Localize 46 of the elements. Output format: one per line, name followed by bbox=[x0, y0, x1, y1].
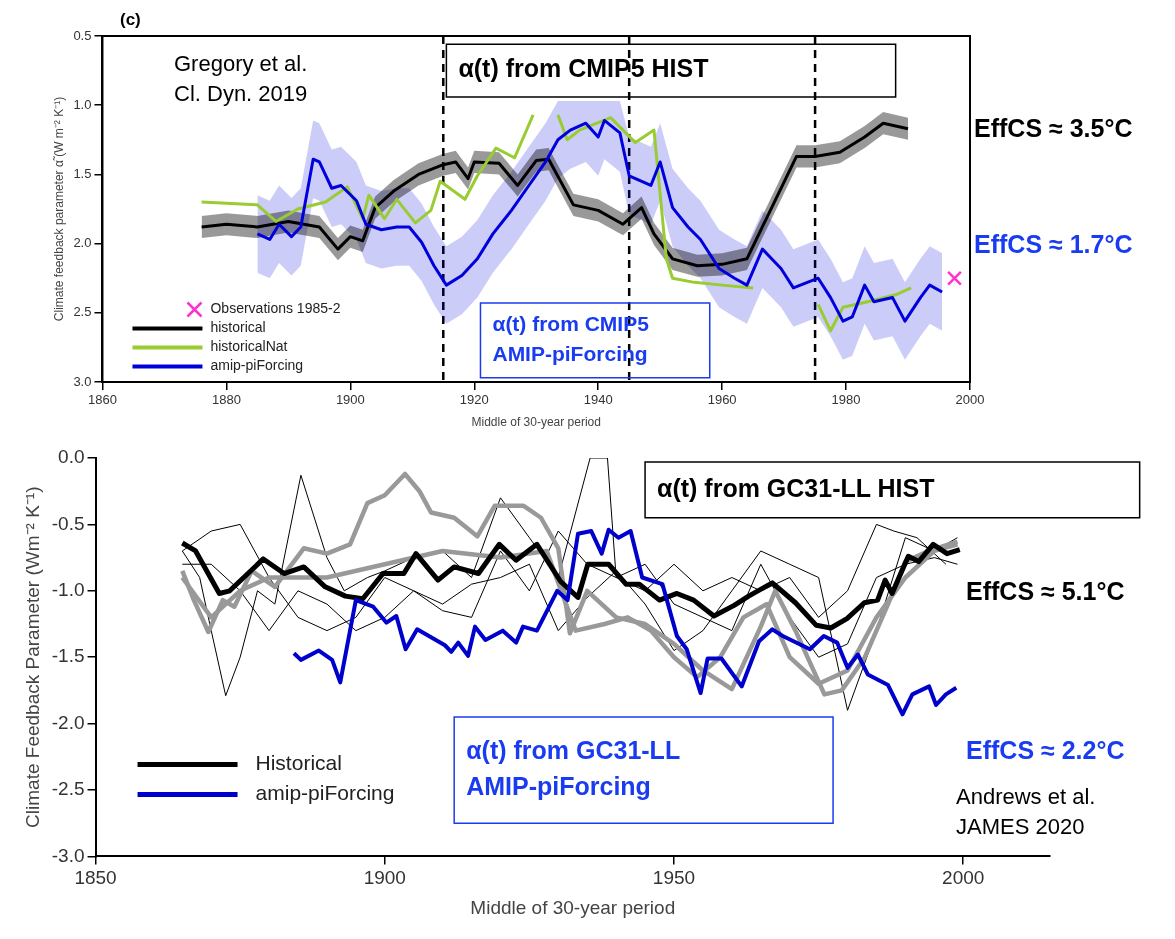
annotation: α(t) from GC31-LL AMIP-piForcing bbox=[466, 735, 681, 800]
x-tick-label: 1880 bbox=[211, 392, 241, 408]
x-axis-title: Middle of 30-year period bbox=[471, 415, 601, 430]
y-tick-label: -1.5 bbox=[51, 645, 85, 667]
y-tick-label: 1.5 bbox=[73, 165, 92, 181]
y-tick-label: -2.0 bbox=[51, 711, 85, 733]
legend-label: Historical bbox=[255, 751, 342, 775]
y-tick-label: 2.0 bbox=[73, 235, 92, 251]
x-tick-label: 1900 bbox=[335, 392, 365, 408]
y-tick-label: -3.0 bbox=[51, 844, 85, 866]
y-tick-label: 0.5 bbox=[73, 27, 92, 43]
legend-label: Observations 1985-2 bbox=[210, 300, 341, 317]
x-tick-label: 2000 bbox=[955, 392, 985, 408]
x-tick-label: 1950 bbox=[652, 867, 696, 889]
y-axis-title: Climate Feedback Parameter (Wm⁻² K⁻¹) bbox=[21, 486, 43, 828]
annotation: Andrews et al. JAMES 2020 bbox=[956, 784, 1096, 840]
y-tick-label: -1.0 bbox=[51, 579, 85, 601]
legend-label: amip-piForcing bbox=[255, 781, 395, 805]
y-axis-title: Climate feedback parameter α̃ (W m⁻² K⁻¹) bbox=[51, 96, 66, 322]
y-tick-label: 3.0 bbox=[73, 373, 92, 389]
annotation: α(t) from CMIP5 HIST bbox=[458, 54, 709, 83]
annotation: EffCS ≈ 2.2°C bbox=[966, 735, 1125, 764]
annotation: α(t) from GC31-LL HIST bbox=[657, 473, 935, 502]
text: EffCS ≈ 1.7°C bbox=[974, 229, 1133, 258]
annotation: Gregory et al. Cl. Dyn. 2019 bbox=[174, 51, 308, 107]
annotation: EffCS ≈ 5.1°C bbox=[966, 576, 1125, 605]
x-tick-label: 2000 bbox=[942, 867, 985, 889]
legend-label: historical bbox=[210, 319, 266, 336]
x-axis-title: Middle of 30-year period bbox=[470, 896, 676, 918]
y-tick-label: -0.5 bbox=[51, 512, 85, 534]
x-tick-label: 1860 bbox=[88, 392, 117, 408]
text: EffCS ≈ 3.5°C bbox=[974, 113, 1133, 142]
legend-label: amip-piForcing bbox=[210, 357, 304, 374]
annotation: α(t) from CMIP5 AMIP-piForcing bbox=[492, 312, 650, 366]
x-tick-label: 1850 bbox=[74, 867, 117, 889]
x-tick-label: 1960 bbox=[707, 392, 737, 408]
y-tick-label: 1.0 bbox=[73, 96, 92, 112]
y-tick-label: -2.5 bbox=[51, 778, 85, 800]
legend-label: historicalNat bbox=[210, 338, 288, 355]
text: (c) bbox=[120, 10, 141, 30]
y-tick-label: 0.0 bbox=[58, 446, 85, 468]
x-tick-label: 1900 bbox=[363, 867, 406, 889]
x-tick-label: 1920 bbox=[459, 392, 489, 408]
y-tick-label: 2.5 bbox=[73, 304, 92, 320]
x-tick-label: 1980 bbox=[831, 392, 861, 408]
x-tick-label: 1940 bbox=[583, 392, 613, 408]
